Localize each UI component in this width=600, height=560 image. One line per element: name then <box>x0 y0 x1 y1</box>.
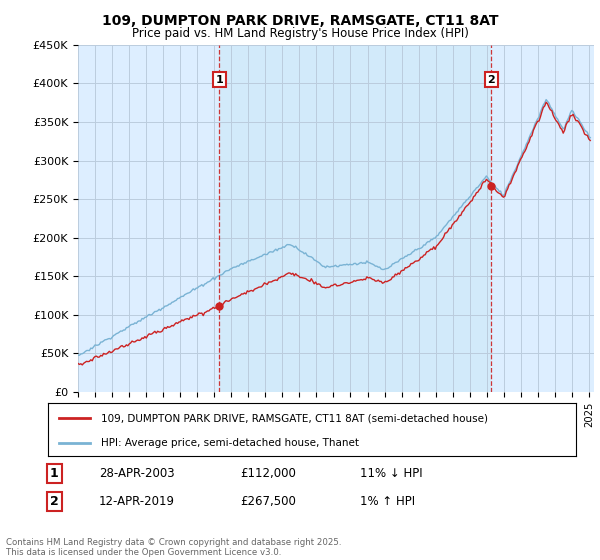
Text: £112,000: £112,000 <box>240 466 296 480</box>
Text: 2: 2 <box>50 494 58 508</box>
Text: HPI: Average price, semi-detached house, Thanet: HPI: Average price, semi-detached house,… <box>101 438 359 448</box>
Text: 109, DUMPTON PARK DRIVE, RAMSGATE, CT11 8AT (semi-detached house): 109, DUMPTON PARK DRIVE, RAMSGATE, CT11 … <box>101 413 488 423</box>
Text: Price paid vs. HM Land Registry's House Price Index (HPI): Price paid vs. HM Land Registry's House … <box>131 27 469 40</box>
Bar <box>220 45 491 392</box>
Text: £267,500: £267,500 <box>240 494 296 508</box>
Text: 28-APR-2003: 28-APR-2003 <box>99 466 175 480</box>
Text: 11% ↓ HPI: 11% ↓ HPI <box>360 466 422 480</box>
Text: 2: 2 <box>488 74 496 85</box>
Text: 109, DUMPTON PARK DRIVE, RAMSGATE, CT11 8AT: 109, DUMPTON PARK DRIVE, RAMSGATE, CT11 … <box>102 14 498 28</box>
Text: 1% ↑ HPI: 1% ↑ HPI <box>360 494 415 508</box>
Text: 1: 1 <box>50 466 58 480</box>
Text: 1: 1 <box>215 74 223 85</box>
Text: 12-APR-2019: 12-APR-2019 <box>99 494 175 508</box>
Text: Contains HM Land Registry data © Crown copyright and database right 2025.
This d: Contains HM Land Registry data © Crown c… <box>6 538 341 557</box>
